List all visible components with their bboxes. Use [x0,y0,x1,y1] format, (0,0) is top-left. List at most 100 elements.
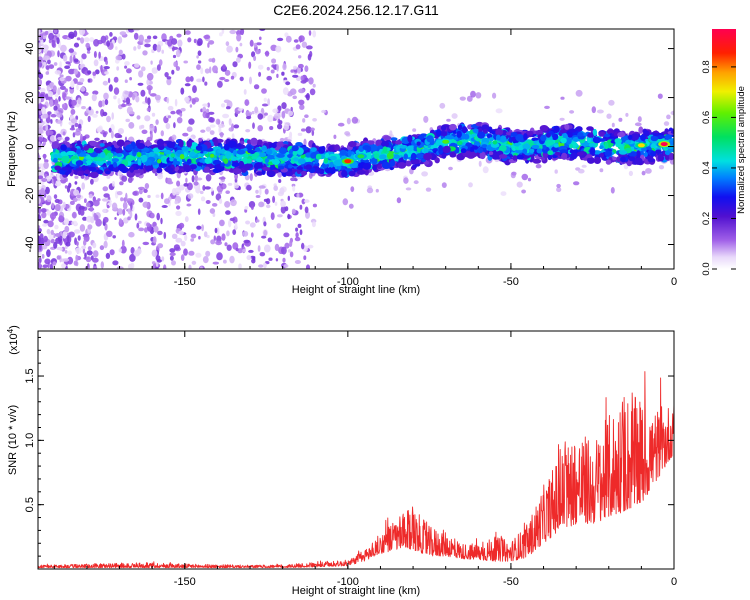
spectrogram-background-blob [298,99,305,106]
spectrogram-band-blob [196,161,203,167]
spectrogram-faint-blob [578,168,585,174]
spectrogram-background-blob [39,103,43,110]
spectrogram-band-blob [158,163,167,168]
spectrogram-background-blob [301,242,305,250]
spectrogram-band-blob [84,169,90,175]
spectrogram-faint-blob [283,124,290,131]
spectrogram-faint-blob [511,171,517,176]
spectrogram-band-blob [576,151,585,156]
spectrogram-band-blob [116,139,125,147]
spectrogram-band-blob [89,171,99,179]
spectrogram-background-blob [124,90,130,95]
spectrogram-background-blob [233,124,240,129]
spectrogram-background-blob [134,63,140,68]
spectrogram-band-blob [539,125,549,132]
spectrogram-faint-blob [296,193,300,198]
spectrogram-band-blob [169,157,174,162]
spectrogram-band-blob [333,159,343,167]
spectrogram-band-blob [650,150,656,157]
spectrogram-panel: -150 -100 -50 0 -40 -20 0 20 40 Height of strai… [6,28,677,296]
spectrogram-background-blob [147,194,151,199]
spectrogram-band-blob [592,136,602,144]
spectrogram-band-blob [413,145,418,152]
spectrogram-background-blob [197,50,202,56]
spectrogram-background-blob [52,261,57,266]
spectrogram-background-blob [93,199,100,207]
spectrogram-background-blob [171,233,178,239]
spectrogram-background-blob [294,260,301,264]
spectrogram-background-blob [144,183,150,189]
spectrogram-background-blob [191,98,196,105]
spectrogram-background-blob [85,42,90,49]
spectrogram-background-blob [45,124,49,131]
spectrogram-band-blob [117,163,126,171]
spectrogram-band-blob [390,137,398,141]
colorbar-tick-label: 0.2 [701,212,712,225]
spectrogram-faint-blob [478,160,482,167]
spectrogram-background-blob [51,202,55,209]
spectrogram-background-blob [50,229,54,235]
spectrogram-background-blob [43,55,51,61]
spectrogram-band-blob [614,138,622,144]
spectrogram-band-blob [620,156,626,163]
spectrogram-faint-blob [333,134,337,139]
spectrogram-background-blob [192,85,197,94]
spectrogram-background-blob [108,127,112,133]
spectrogram-background-blob [191,175,195,183]
snr-y-multiplier-close: ) [8,325,20,329]
snr-y-multiplier: (x104) [6,325,21,355]
spectrogram-band-blob [99,151,106,159]
spectrogram-background-blob [121,53,126,60]
spectrogram-band-blob [141,147,150,153]
spectrogram-background-blob [44,258,51,265]
spectrogram-band-blob [276,153,285,158]
spectrogram-band-blob [565,137,572,145]
spectrogram-background-blob [117,208,124,215]
spectrogram-band-blob [618,150,628,155]
spectrogram-band-blob [186,140,192,148]
spectrogram-background-blob [136,222,140,229]
spectrogram-band-blob [438,145,443,151]
spectrogram-band-blob [377,164,383,169]
spectrogram-band-blob [105,170,111,175]
spectrogram-background-blob [249,222,256,228]
spectrogram-band-blob [272,159,280,165]
spectrogram-background-blob [252,122,255,129]
spectrogram-background-blob [80,37,85,44]
spectrogram-peak [660,142,668,147]
spectrogram-faint-blob [495,108,503,114]
spectrogram-band-blob [183,164,192,173]
spectrogram-background-blob [297,223,302,228]
spectrogram-background-blob [65,241,71,247]
colorbar: 0.0 0.2 0.4 0.6 0.8 Normalized spectral ampl… [701,29,747,276]
spectrogram-faint-blob [468,182,473,188]
spectrogram-image [38,29,674,269]
spectrogram-background-blob [307,53,312,61]
spectrogram-faint-blob [599,168,604,173]
spectrogram-background-blob [39,110,42,116]
spectrogram-band-blob [411,164,417,169]
spectrogram-background-blob [204,81,208,86]
spectrogram-background-blob [312,118,317,122]
spectrogram-background-blob [93,51,97,58]
spectrogram-faint-blob [351,116,359,124]
spectrogram-band-blob [75,160,84,166]
spectrogram-band-blob [136,152,142,158]
spectrogram-background-blob [311,129,315,136]
spectrogram-band-blob [569,143,573,149]
spectrogram-background-blob [277,37,284,42]
spectrogram-background-blob [105,60,108,65]
spectrogram-faint-blob [441,182,447,189]
spectrogram-faint-blob [219,131,224,138]
spectrogram-faint-blob [421,171,428,177]
spectrogram-y-axis: -40 -20 0 20 40 [24,35,674,258]
spectrogram-background-blob [107,77,111,84]
spectrogram-band-blob [553,143,559,148]
spectrogram-band-blob [66,150,76,156]
spectrogram-background-blob [197,182,201,191]
spectrogram-background-blob [38,207,41,215]
spectrogram-background-blob [211,57,216,63]
spectrogram-background-blob [306,264,310,269]
spectrogram-band-blob [567,131,573,138]
spectrogram-background-blob [54,233,61,237]
